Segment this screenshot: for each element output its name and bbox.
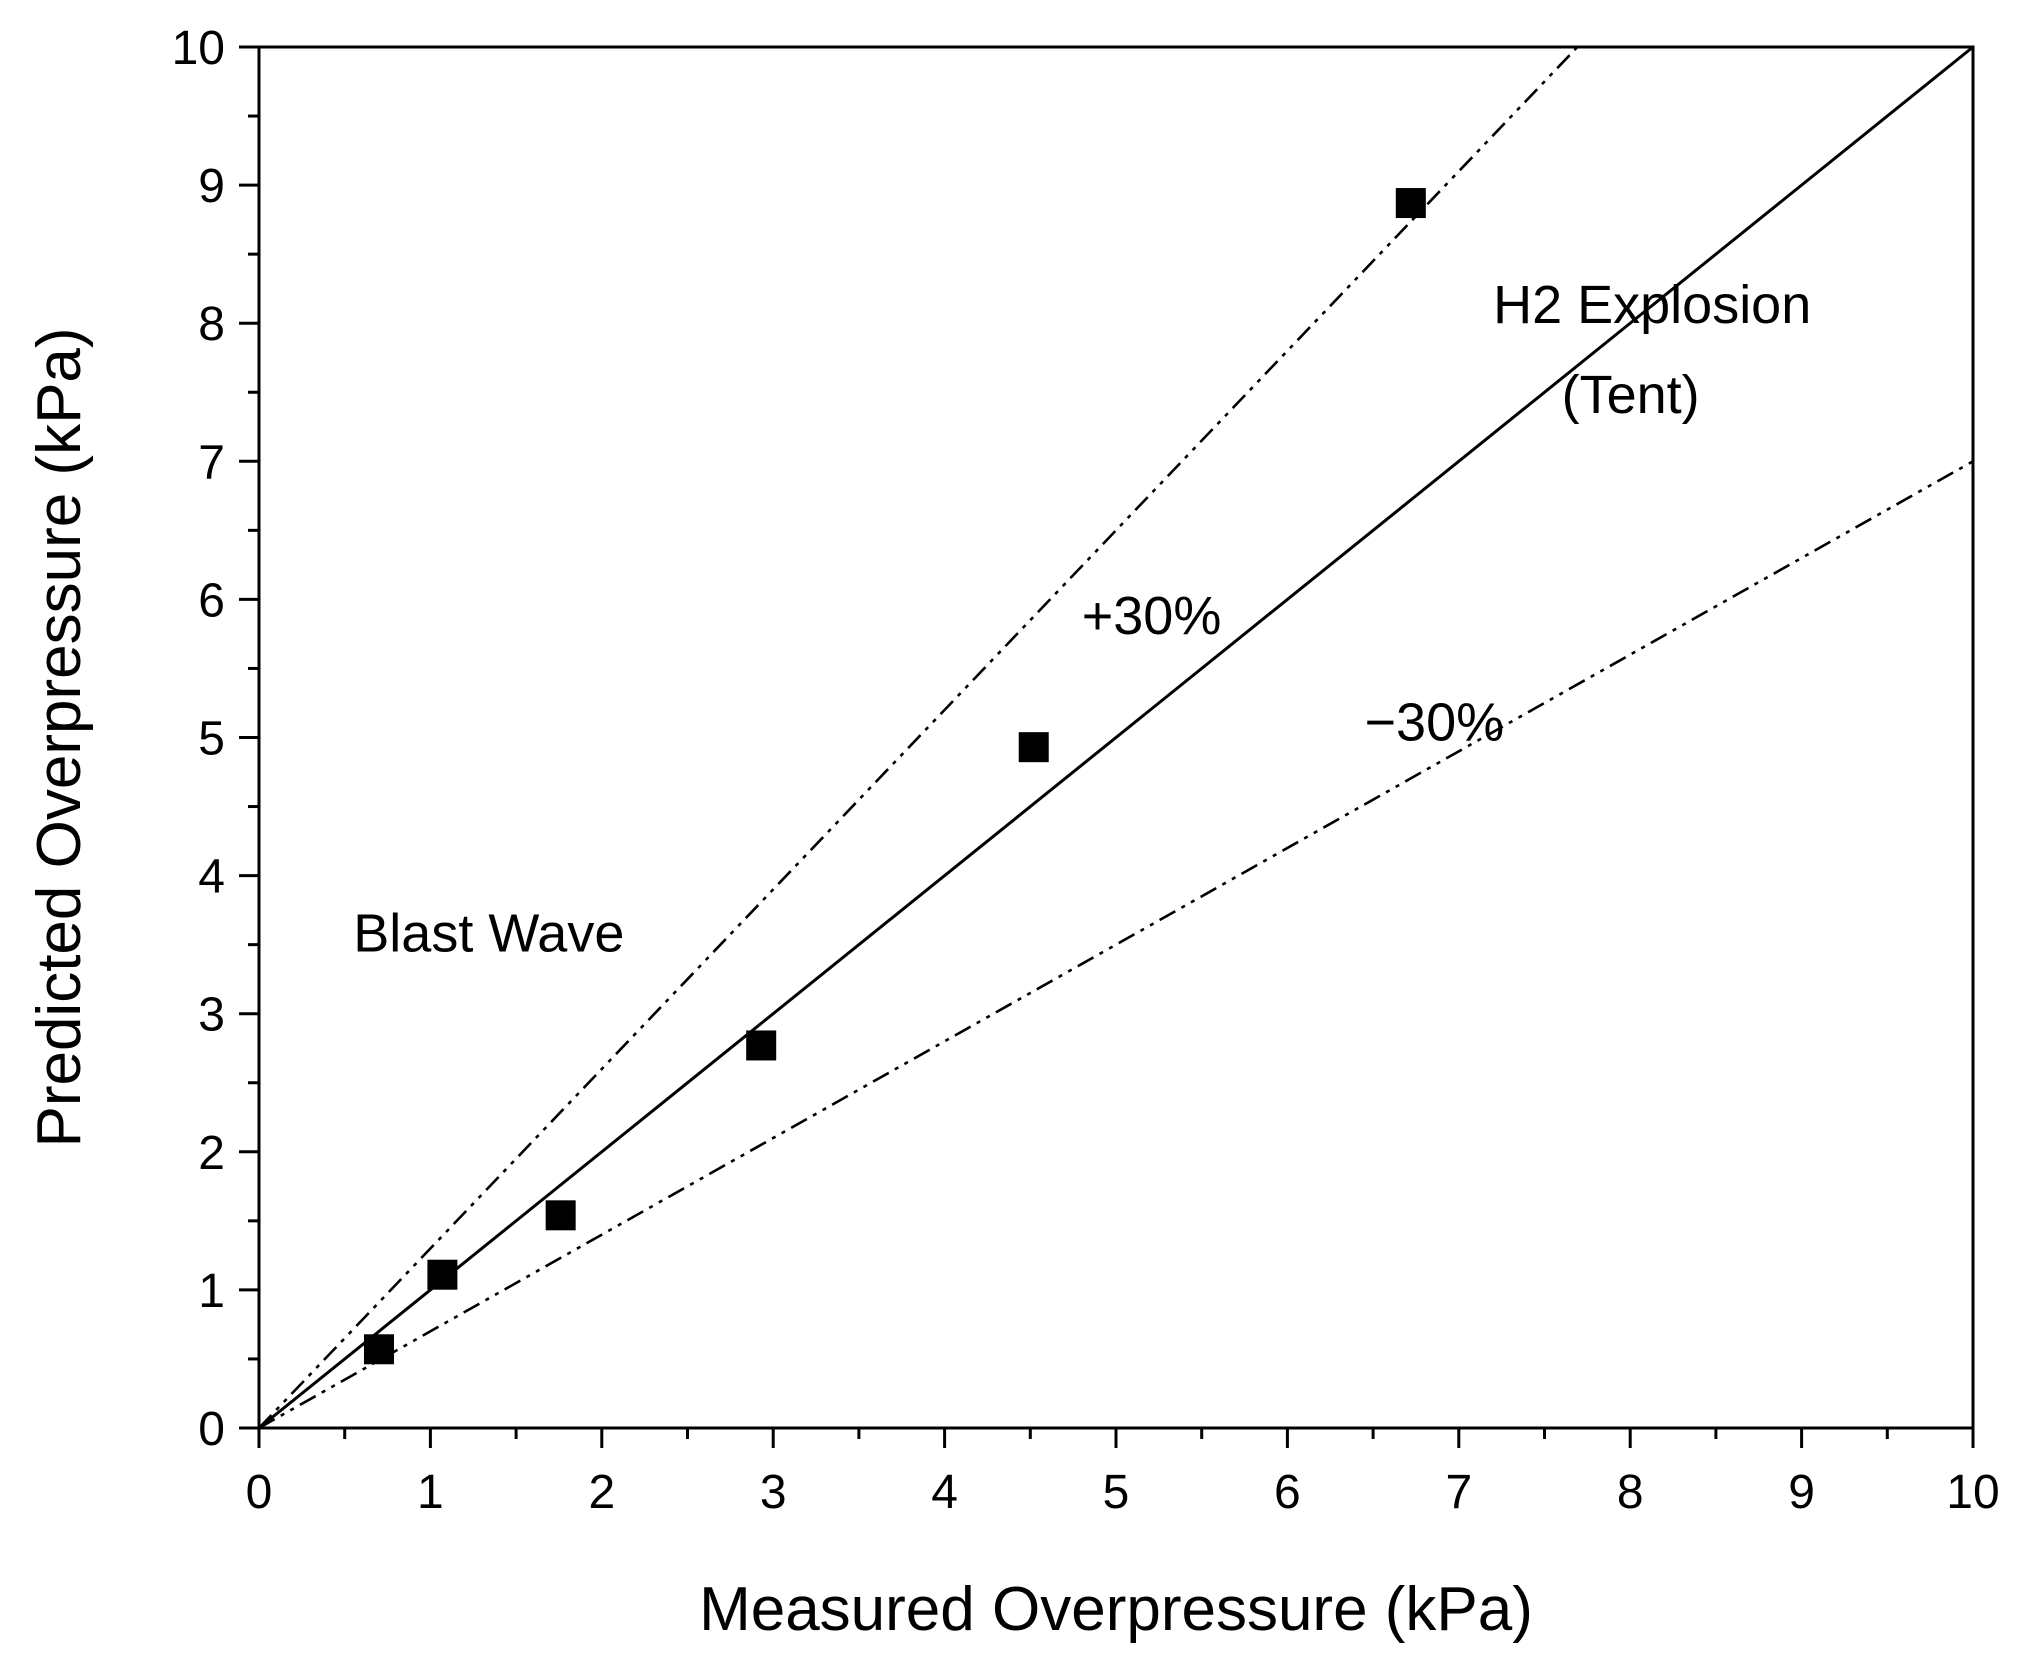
data-point bbox=[427, 1259, 458, 1290]
x-axis-title: Measured Overpressure (kPa) bbox=[699, 1575, 1533, 1644]
x-tick-label: 6 bbox=[1274, 1466, 1301, 1519]
data-point bbox=[1018, 732, 1049, 763]
y-tick-label: 4 bbox=[198, 851, 225, 904]
x-tick-label: 9 bbox=[1788, 1466, 1815, 1519]
annotation: −30% bbox=[1365, 692, 1505, 752]
annotation: (Tent) bbox=[1562, 365, 1700, 425]
reference-line-plus30pct bbox=[258, 46, 1579, 1429]
x-tick-label: 7 bbox=[1445, 1466, 1472, 1519]
annotation: Blast Wave bbox=[353, 904, 624, 964]
x-tick-label: 10 bbox=[1946, 1466, 1999, 1519]
x-tick-label: 4 bbox=[931, 1466, 958, 1519]
x-tick-label: 8 bbox=[1617, 1466, 1644, 1519]
reference-line-parity bbox=[258, 45, 1974, 1430]
annotations: Blast Wave H2 Explosion (Tent) +30% −30% bbox=[353, 275, 1811, 963]
x-tick-label: 3 bbox=[760, 1466, 787, 1519]
annotation: H2 Explosion bbox=[1493, 275, 1811, 335]
x-tick-label: 1 bbox=[417, 1466, 444, 1519]
y-tick-label: 0 bbox=[198, 1403, 225, 1456]
reference-lines bbox=[258, 45, 1974, 1430]
data-point bbox=[363, 1334, 394, 1365]
y-tick-label: 8 bbox=[198, 298, 225, 351]
y-tick-label: 2 bbox=[198, 1127, 225, 1180]
x-tick-label: 5 bbox=[1103, 1466, 1130, 1519]
data-points bbox=[363, 188, 1426, 1365]
y-tick-label: 3 bbox=[198, 989, 225, 1042]
x-axis: 0 1 2 3 4 5 6 7 8 9 10 bbox=[246, 1428, 2000, 1519]
data-point bbox=[746, 1030, 777, 1061]
y-tick-label: 6 bbox=[198, 574, 225, 627]
x-tick-label: 2 bbox=[588, 1466, 615, 1519]
y-tick-label: 5 bbox=[198, 713, 225, 766]
y-tick-label: 9 bbox=[198, 160, 225, 213]
y-tick-label: 7 bbox=[198, 436, 225, 489]
y-axis-title: Predicted Overpressure (kPa) bbox=[25, 327, 94, 1147]
annotation: +30% bbox=[1082, 586, 1222, 646]
y-tick-label: 1 bbox=[198, 1265, 225, 1318]
x-tick-label: 0 bbox=[246, 1466, 273, 1519]
data-point bbox=[1395, 188, 1426, 219]
y-axis: 0 1 2 3 4 5 6 7 8 9 10 bbox=[172, 22, 259, 1456]
y-tick-label: 10 bbox=[172, 22, 225, 75]
data-point bbox=[545, 1200, 576, 1231]
